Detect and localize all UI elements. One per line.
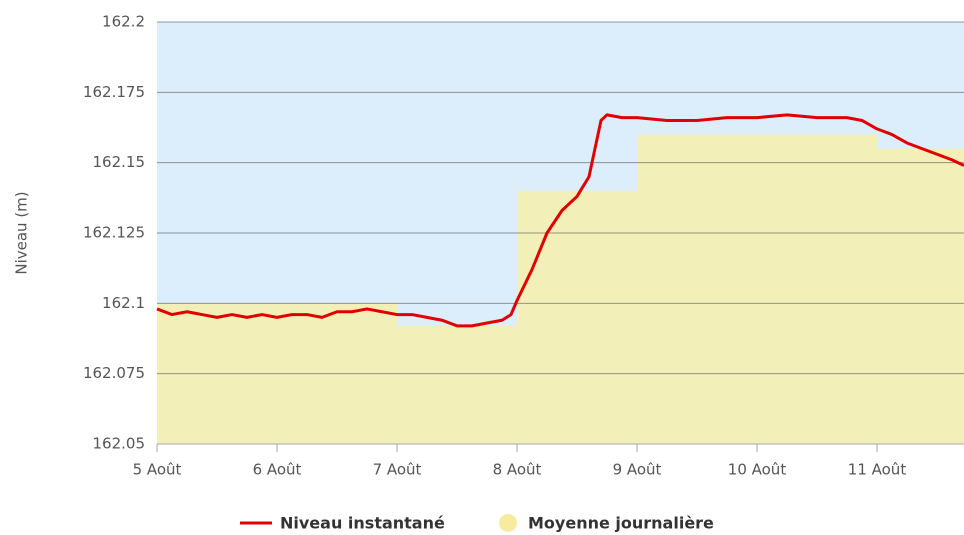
y-tick-label: 162.125 bbox=[83, 224, 145, 242]
daily-mean-area bbox=[397, 325, 517, 444]
x-tick-label: 10 Août bbox=[728, 461, 787, 479]
y-tick-label: 162.15 bbox=[93, 153, 146, 171]
y-tick-label: 162.075 bbox=[83, 364, 145, 382]
x-tick-label: 7 Août bbox=[373, 461, 422, 479]
x-tick-label: 9 Août bbox=[613, 461, 662, 479]
y-tick-label: 162.2 bbox=[102, 13, 145, 31]
x-tick-label: 6 Août bbox=[253, 461, 302, 479]
x-tick-label: 11 Août bbox=[848, 461, 907, 479]
legend-label: Niveau instantané bbox=[280, 514, 445, 533]
x-tick-label: 8 Août bbox=[493, 461, 542, 479]
y-tick-label: 162.05 bbox=[93, 435, 146, 453]
daily-mean-area bbox=[757, 134, 877, 445]
daily-mean-area bbox=[637, 134, 757, 445]
y-tick-label: 162.175 bbox=[83, 83, 145, 101]
level-line bbox=[156, 113, 964, 328]
y-axis-label: Niveau (m) bbox=[13, 191, 31, 274]
daily-mean-area bbox=[517, 190, 637, 444]
y-tick-label: 162.1 bbox=[102, 294, 145, 312]
legend-area-swatch bbox=[499, 514, 517, 532]
daily-mean-area bbox=[877, 148, 964, 444]
x-tick-label: 5 Août bbox=[133, 461, 182, 479]
legend-label: Moyenne journalière bbox=[528, 514, 714, 533]
